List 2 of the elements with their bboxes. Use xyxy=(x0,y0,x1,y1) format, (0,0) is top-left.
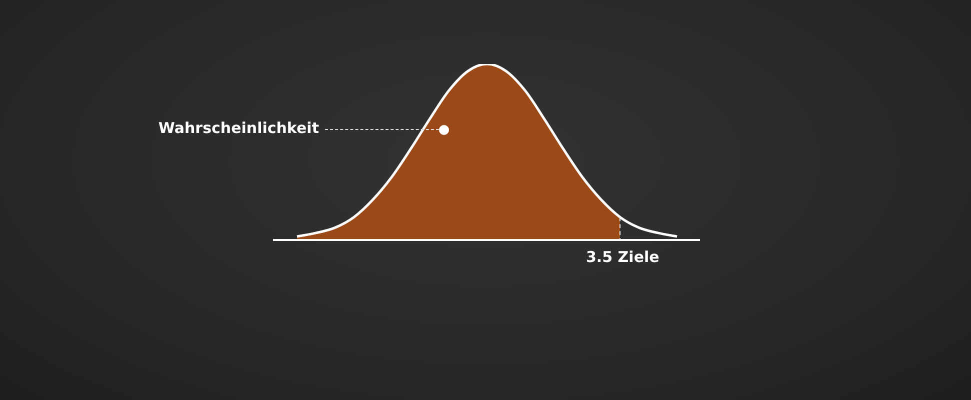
text: 3.5 Ziele xyxy=(586,248,660,266)
annotation: Wahrscheinlichkeit xyxy=(158,119,319,137)
